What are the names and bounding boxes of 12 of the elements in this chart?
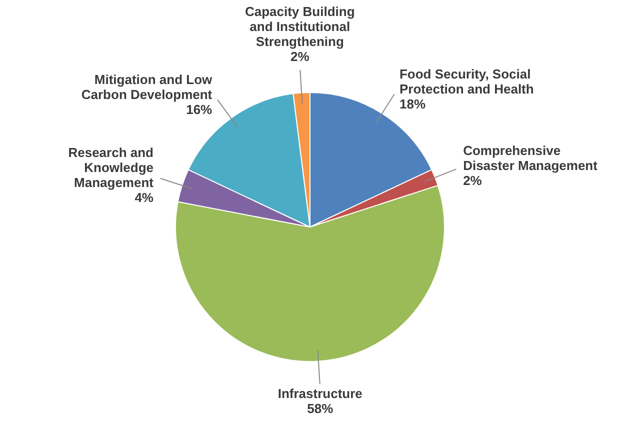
slice-label: Infrastructure: [278, 386, 362, 402]
slice-label: Food Security, Social Protection and Health: [399, 66, 534, 96]
slice-label: Mitigation and Low Carbon Development: [81, 72, 214, 102]
data-label: 58%: [307, 401, 334, 416]
data-label: 2%: [290, 48, 310, 64]
data-label: 18%: [399, 96, 426, 112]
slice-label: Capacity Building and Institutional Strengthening: [244, 4, 355, 49]
data-label: 16%: [186, 102, 213, 118]
data-label: 4%: [134, 190, 154, 206]
slice-label: Comprehensive Disaster Management: [463, 143, 598, 174]
data-label: 2%: [463, 173, 482, 188]
slice-label: Research and Knowledge Management: [68, 145, 154, 190]
